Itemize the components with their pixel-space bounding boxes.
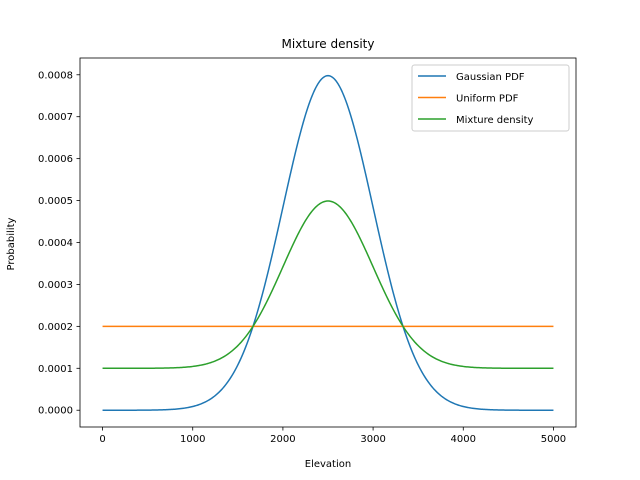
x-axis-label: Elevation [305, 459, 351, 470]
legend-label: Mixture density [456, 115, 534, 126]
series-line-gaussian-pdf [102, 74, 554, 411]
y-tick-label: 0.0004 [38, 238, 73, 249]
x-tick-label: 0 [99, 434, 105, 445]
y-tick-label: 0.0000 [38, 406, 73, 417]
x-tick-label: 1000 [180, 434, 205, 445]
x-tick-label: 3000 [360, 434, 385, 445]
plot-area [102, 74, 554, 411]
y-tick-label: 0.0005 [38, 196, 73, 207]
y-tick-label: 0.0007 [38, 112, 73, 123]
y-tick-label: 0.0003 [38, 280, 73, 291]
y-tick-label: 0.0008 [38, 70, 73, 81]
y-tick-label: 0.0001 [38, 364, 73, 375]
chart-title: Mixture density [282, 37, 375, 51]
y-tick-label: 0.0002 [38, 322, 73, 333]
legend-label: Gaussian PDF [456, 72, 525, 83]
x-tick-label: 4000 [451, 434, 476, 445]
legend-box [411, 64, 570, 132]
legend: Gaussian PDF Uniform PDF Mixture density [411, 64, 570, 132]
x-tick-label: 5000 [541, 434, 566, 445]
x-tick-label: 2000 [270, 434, 295, 445]
series-line-mixture-density [102, 200, 554, 370]
legend-label: Uniform PDF [456, 94, 519, 105]
y-axis-label: Probability [6, 217, 17, 270]
y-tick-label: 0.0006 [38, 154, 73, 165]
axes: 0 1000 2000 3000 4000 5000 0.0000 0.0001 0.0002 0… [38, 57, 577, 445]
